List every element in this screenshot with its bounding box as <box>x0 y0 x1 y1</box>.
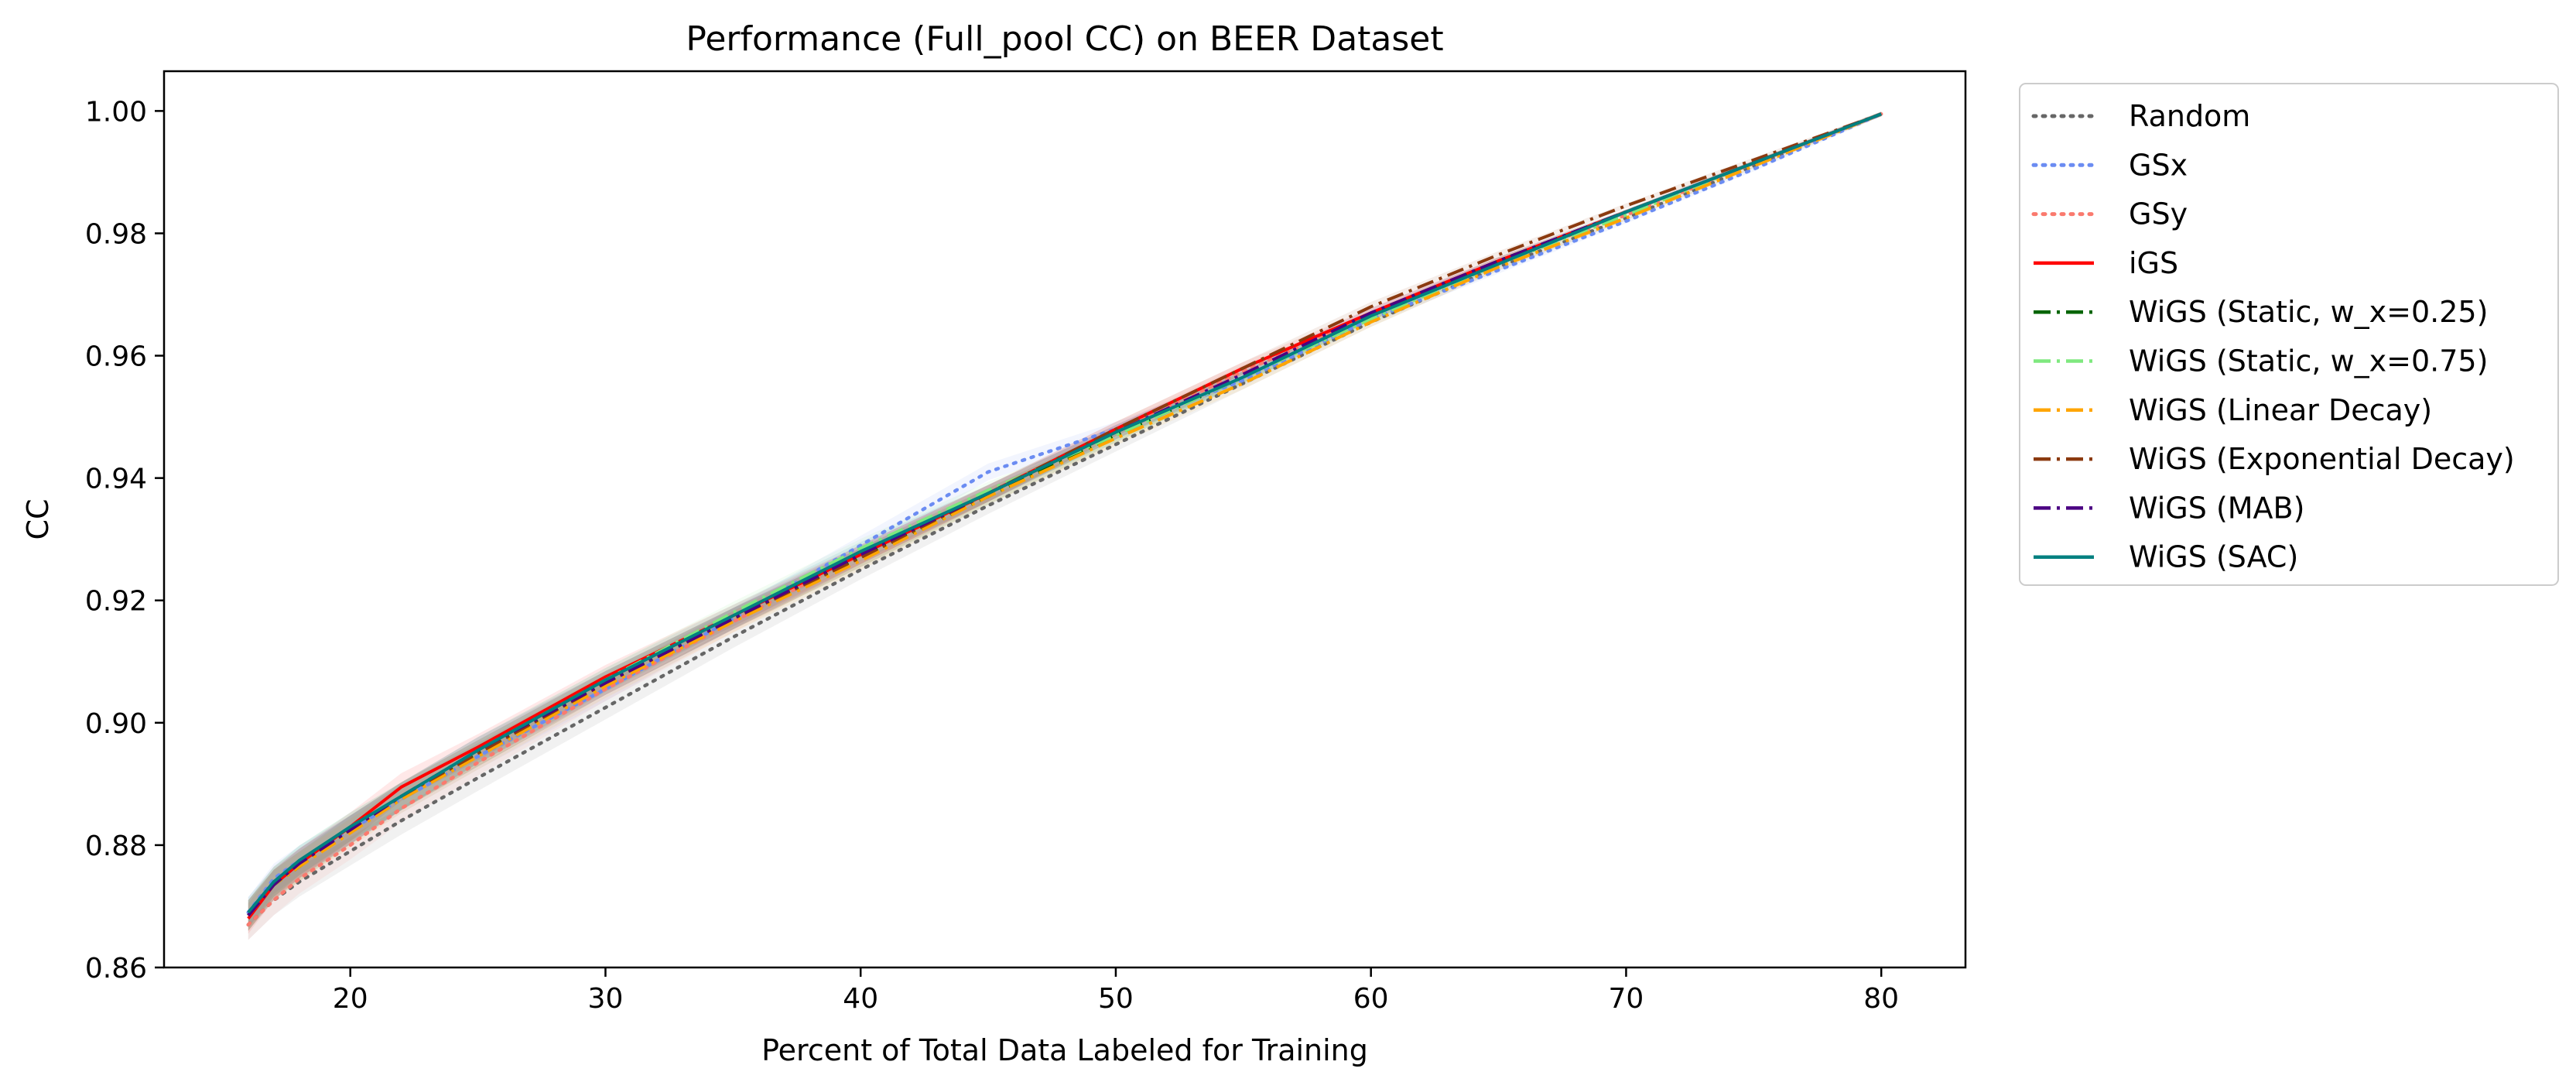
chart-title: Performance (Full_pool CC) on BEER Datas… <box>686 19 1443 59</box>
x-tick-label: 60 <box>1353 983 1389 1015</box>
x-tick-label: 80 <box>1863 983 1899 1015</box>
band-wigs-linear-decay <box>248 111 1882 931</box>
confidence-bands <box>248 111 1882 940</box>
band-igs <box>248 111 1882 934</box>
band-wigs-sac <box>248 111 1882 928</box>
x-axis-label: Percent of Total Data Labeled for Traini… <box>761 1033 1368 1067</box>
legend-label-random: Random <box>2129 99 2250 133</box>
band-wigs-mab <box>248 111 1882 931</box>
legend-label-wigs-static-w-x-0-25: WiGS (Static, w_x=0.25) <box>2129 295 2488 329</box>
y-tick-label: 0.90 <box>85 708 147 740</box>
series-line-wigs-mab <box>247 112 1882 917</box>
series-line-random <box>246 112 1883 926</box>
band-random <box>248 111 1882 940</box>
legend-label-gsx: GSx <box>2129 148 2188 182</box>
x-tick-label: 40 <box>843 983 878 1015</box>
legend-label-wigs-mab: WiGS (MAB) <box>2129 491 2304 525</box>
series-line-wigs-sac <box>247 112 1882 914</box>
x-tick-label: 20 <box>333 983 368 1015</box>
band-gsy <box>248 111 1882 940</box>
band-wigs-exponential-decay <box>248 111 1882 931</box>
series-line-igs <box>247 112 1882 920</box>
series-line-wigs-static-w-x-0-25 <box>247 112 1882 917</box>
y-tick-label: 0.98 <box>85 218 147 250</box>
y-axis: 0.86 0.88 0.90 0.92 0.94 0.96 0.98 1.00 <box>85 96 164 985</box>
legend-label-wigs-static-w-x-0-75: WiGS (Static, w_x=0.75) <box>2129 344 2488 378</box>
x-tick-label: 50 <box>1098 983 1134 1015</box>
series-line-wigs-linear-decay <box>247 112 1882 917</box>
legend-label-wigs-sac: WiGS (SAC) <box>2129 540 2298 574</box>
y-axis-label: CC <box>21 498 55 539</box>
series-line-wigs-exponential-decay <box>247 112 1882 917</box>
legend-label-wigs-linear-decay: WiGS (Linear Decay) <box>2129 393 2432 427</box>
y-tick-label: 0.94 <box>85 464 147 495</box>
y-tick-label: 0.96 <box>85 341 147 373</box>
band-wigs-static-w-x-0-75 <box>248 111 1882 931</box>
x-axis: 20 30 40 50 60 70 80 <box>333 967 1899 1015</box>
series-line-gsx <box>246 112 1883 915</box>
x-tick-label: 30 <box>588 983 624 1015</box>
series-line-gsy <box>246 112 1883 926</box>
y-tick-label: 0.92 <box>85 586 147 618</box>
band-gsx <box>248 111 1882 928</box>
legend-label-wigs-exponential-decay: WiGS (Exponential Decay) <box>2129 442 2515 476</box>
y-tick-label: 0.86 <box>85 953 147 985</box>
x-tick-label: 70 <box>1609 983 1644 1015</box>
legend-label-gsy: GSy <box>2129 197 2188 231</box>
series-line-wigs-static-w-x-0-75 <box>247 112 1882 917</box>
y-tick-label: 0.88 <box>85 830 147 862</box>
legend: Random GSx GSy iGS WiGS (Static, w_x=0.25) Wi… <box>2019 83 2559 586</box>
band-wigs-static-w-x-0-25 <box>248 111 1882 931</box>
y-tick-label: 1.00 <box>85 96 147 128</box>
legend-box <box>2019 83 2559 586</box>
series-lines <box>246 112 1883 926</box>
plot-area-frame <box>162 70 1967 969</box>
legend-label-igs: iGS <box>2129 246 2178 280</box>
